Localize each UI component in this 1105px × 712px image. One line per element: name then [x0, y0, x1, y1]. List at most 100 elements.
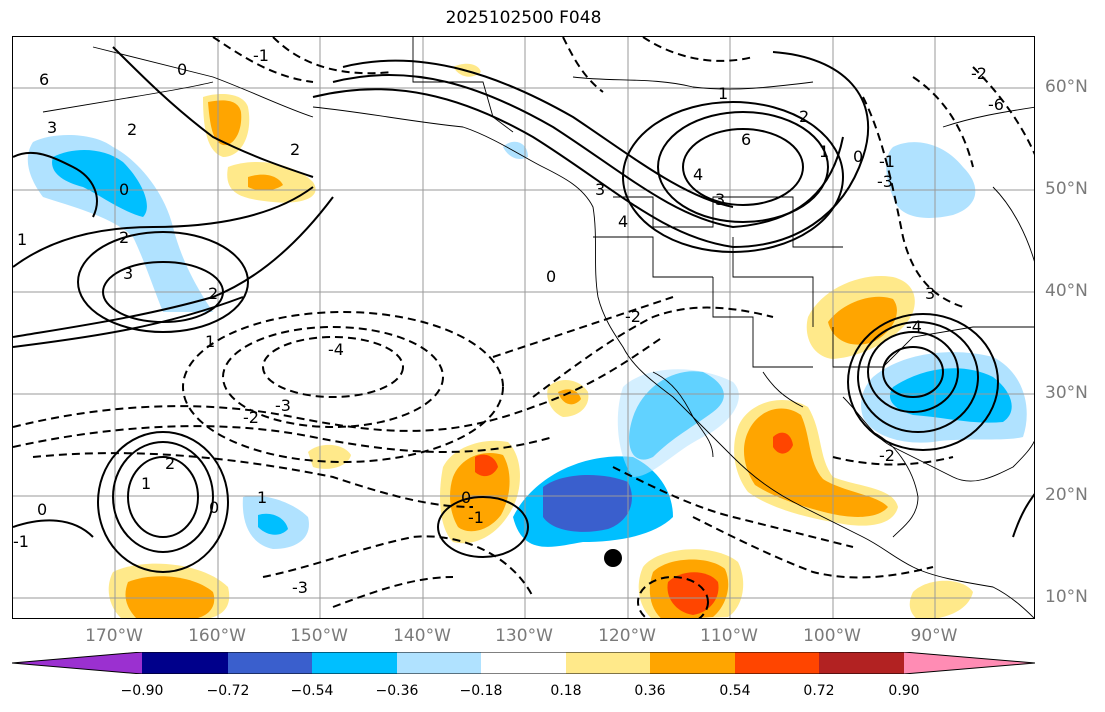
contour-label: 0: [461, 488, 471, 507]
contour-label: -2: [879, 446, 895, 465]
contour-label: -4: [328, 340, 344, 359]
contour-label: 2: [127, 120, 137, 139]
shading-blue: [52, 150, 147, 217]
contour-label: 1: [17, 230, 27, 249]
colorbar-tick: −0.72: [206, 683, 250, 699]
contour-label: 0: [177, 60, 187, 79]
contour-label: 1: [205, 332, 215, 351]
contour-label: 1: [718, 84, 728, 103]
shading-lightblue: [503, 141, 528, 159]
colorbar-tick: −0.18: [459, 683, 503, 699]
contour-label: 6: [39, 70, 49, 89]
contour-label: 1: [141, 474, 151, 493]
lon-label: 110°W: [700, 626, 758, 646]
contour-label: 4: [618, 212, 628, 231]
map-title: 2025102500 F048: [445, 8, 602, 28]
contour-label: -1: [253, 46, 269, 65]
map-canvas: 6 3 2 0 1 0 2 3 2 -1 4 3 2 0 1 6 4 3 2 1…: [13, 37, 1034, 618]
lat-label: 30°N: [1045, 383, 1088, 403]
contour-label: -3: [877, 172, 893, 191]
positive-contours: [13, 46, 1034, 573]
lon-label: 100°W: [803, 626, 861, 646]
shading-orange: [125, 576, 215, 618]
contour-label: 3: [925, 284, 935, 303]
lon-label: 160°W: [188, 626, 246, 646]
lon-label: 140°W: [393, 626, 451, 646]
shading-lightblue: [886, 142, 976, 218]
lat-label: 60°N: [1045, 77, 1088, 97]
contour-label: -3: [292, 578, 308, 597]
colorbar-tick: 0.72: [803, 683, 835, 699]
contour-label: -2: [625, 307, 641, 326]
contour-label: 1: [819, 142, 829, 161]
colorbar-extend-left: [12, 652, 142, 674]
contour-label: 3: [47, 118, 57, 137]
lon-label: 90°W: [910, 626, 958, 646]
contour-label: -6: [988, 95, 1004, 114]
contour-label: 0: [119, 180, 129, 199]
lat-label: 10°N: [1045, 587, 1088, 607]
contour-label: -1: [13, 532, 29, 551]
shading-blue: [258, 513, 288, 535]
contour-label: 0: [546, 267, 556, 286]
colorbar-bin: [650, 652, 735, 674]
contour-label: 2: [290, 140, 300, 159]
map-panel[interactable]: 6 3 2 0 1 0 2 3 2 -1 4 3 2 0 1 6 4 3 2 1…: [12, 36, 1035, 619]
colorbar-tick: −0.90: [120, 683, 164, 699]
contour-label: 3: [595, 180, 605, 199]
shading-darkblue: [543, 475, 632, 532]
lat-label: 20°N: [1045, 485, 1088, 505]
shading-layer: [27, 63, 1027, 618]
contour-label: 2: [799, 107, 809, 126]
contour-label: -1: [879, 152, 895, 171]
contour-label: 3: [715, 190, 725, 209]
contour-label: 0: [37, 500, 47, 519]
lon-label: 170°W: [85, 626, 143, 646]
storm-position-marker: [604, 549, 622, 567]
colorbar-bin: [481, 652, 566, 674]
colorbar-bin: [228, 652, 312, 674]
contour-label: -1: [468, 508, 484, 527]
shading-orange: [828, 296, 897, 345]
contour-label: 3: [123, 264, 133, 283]
colorbar-bin: [142, 652, 228, 674]
contour-label-group: 6 3 2 0 1 0 2 3 2 -1 4 3 2 0 1 6 4 3 2 1…: [13, 46, 1004, 597]
contour-label: 2: [208, 284, 218, 303]
shading-red: [667, 572, 719, 615]
lon-label: 120°W: [598, 626, 656, 646]
coastlines: [42, 37, 1034, 618]
contour-label: -2: [971, 64, 987, 83]
colorbar-tick: 0.18: [550, 683, 582, 699]
contour-label: 4: [693, 165, 703, 184]
contour-label: 2: [165, 454, 175, 473]
negative-contours: [13, 37, 1034, 618]
colorbar-extend-right: [904, 652, 1035, 674]
colorbar-bin: [819, 652, 904, 674]
contour-label: -2: [243, 408, 259, 427]
shading-yellow: [308, 444, 351, 469]
colorbar-tick: 0.36: [634, 683, 666, 699]
shading-orange: [208, 100, 242, 146]
colorbar-tick: 0.54: [719, 683, 751, 699]
lon-label: 150°W: [290, 626, 348, 646]
contour-label: 2: [119, 228, 129, 247]
shading-red: [773, 432, 793, 454]
shading-blue: [889, 368, 1012, 423]
shading-orange: [450, 453, 510, 532]
contour-label: 1: [257, 488, 267, 507]
contour-label: 6: [741, 130, 751, 149]
lat-label: 50°N: [1045, 179, 1088, 199]
shading-red: [475, 454, 498, 477]
contour-label: 0: [853, 147, 863, 166]
shading-yellow: [909, 580, 973, 618]
shading-lightblue-edge: [617, 369, 739, 477]
shading-orange: [248, 174, 283, 191]
colorbar-tick: −0.54: [290, 683, 334, 699]
colorbar-bin: [735, 652, 819, 674]
contour-label: -3: [275, 396, 291, 415]
colorbar-tick: −0.36: [375, 683, 419, 699]
shading-orange: [558, 389, 581, 405]
colorbar-bin: [312, 652, 397, 674]
colorbar-bin: [397, 652, 481, 674]
contour-label: -4: [906, 317, 922, 336]
